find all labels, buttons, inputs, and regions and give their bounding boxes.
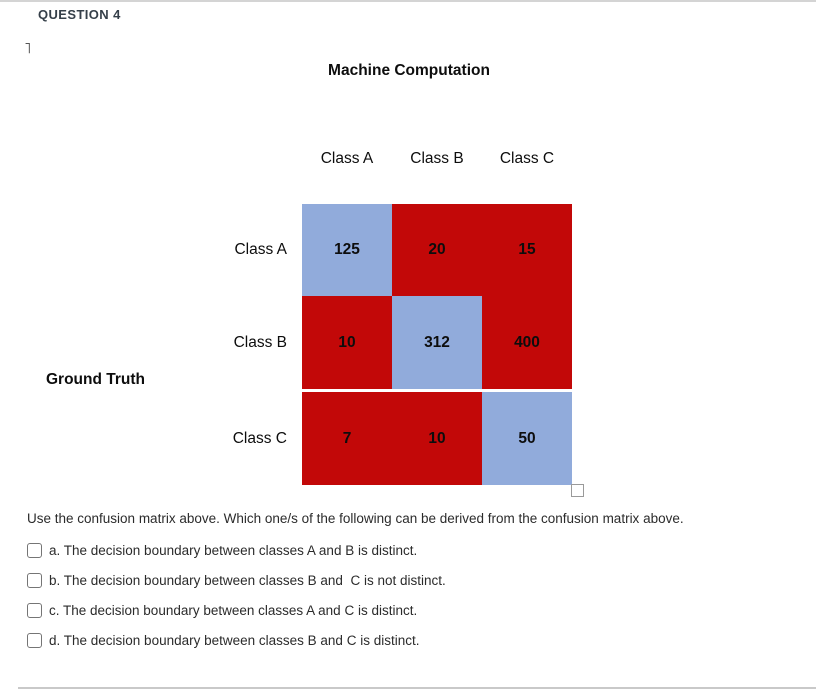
answer-option-d[interactable]: d. The decision boundary between classes…: [27, 629, 419, 651]
matrix-cell-true-c-pred-b: 10: [392, 392, 482, 485]
row-header-class-c: Class C: [232, 429, 287, 447]
answer-option-c[interactable]: c. The decision boundary between classes…: [27, 599, 417, 621]
image-resize-handle: [571, 484, 584, 497]
matrix-cell-true-b-pred-a: 10: [302, 296, 392, 389]
column-header-class-a: Class A: [320, 150, 374, 167]
question-prompt: Use the confusion matrix above. Which on…: [27, 511, 684, 526]
matrix-cell-true-a-pred-b: 20: [392, 204, 482, 296]
row-header-class-a: Class A: [234, 241, 287, 258]
column-header-class-b: Class B: [410, 150, 464, 167]
checkbox-option-a[interactable]: [27, 542, 42, 558]
checkbox-option-c[interactable]: [27, 602, 42, 618]
checkbox-option-b[interactable]: [27, 572, 42, 588]
answer-option-a[interactable]: a. The decision boundary between classes…: [27, 539, 417, 561]
confusion-matrix: 125 20 15 10 312 400 7 10 50: [302, 204, 572, 485]
row-axis-label: Ground Truth: [46, 371, 146, 388]
matrix-cell-true-c-pred-a: 7: [302, 392, 392, 485]
row-header-class-b: Class B: [233, 333, 287, 351]
matrix-cell-true-b-pred-b: 312: [392, 296, 482, 389]
option-d-label[interactable]: d. The decision boundary between classes…: [49, 632, 420, 648]
top-divider: [0, 0, 816, 2]
question-header: QUESTION 4: [38, 7, 121, 22]
matrix-cell-true-b-pred-c: 400: [482, 296, 572, 389]
object-anchor-icon: ˥: [24, 39, 32, 57]
matrix-cell-true-a-pred-c: 15: [482, 204, 572, 296]
figure-title: Machine Computation: [328, 62, 490, 79]
bottom-divider: [18, 687, 816, 689]
column-header-class-c: Class C: [499, 150, 555, 167]
option-b-label[interactable]: b. The decision boundary between classes…: [49, 572, 446, 588]
matrix-cell-true-a-pred-a: 125: [302, 204, 392, 296]
option-c-label[interactable]: c. The decision boundary between classes…: [49, 602, 418, 618]
matrix-cell-true-c-pred-c: 50: [482, 392, 572, 485]
option-a-label[interactable]: a. The decision boundary between classes…: [49, 542, 418, 558]
checkbox-option-d[interactable]: [27, 632, 42, 648]
answer-option-b[interactable]: b. The decision boundary between classes…: [27, 569, 446, 591]
